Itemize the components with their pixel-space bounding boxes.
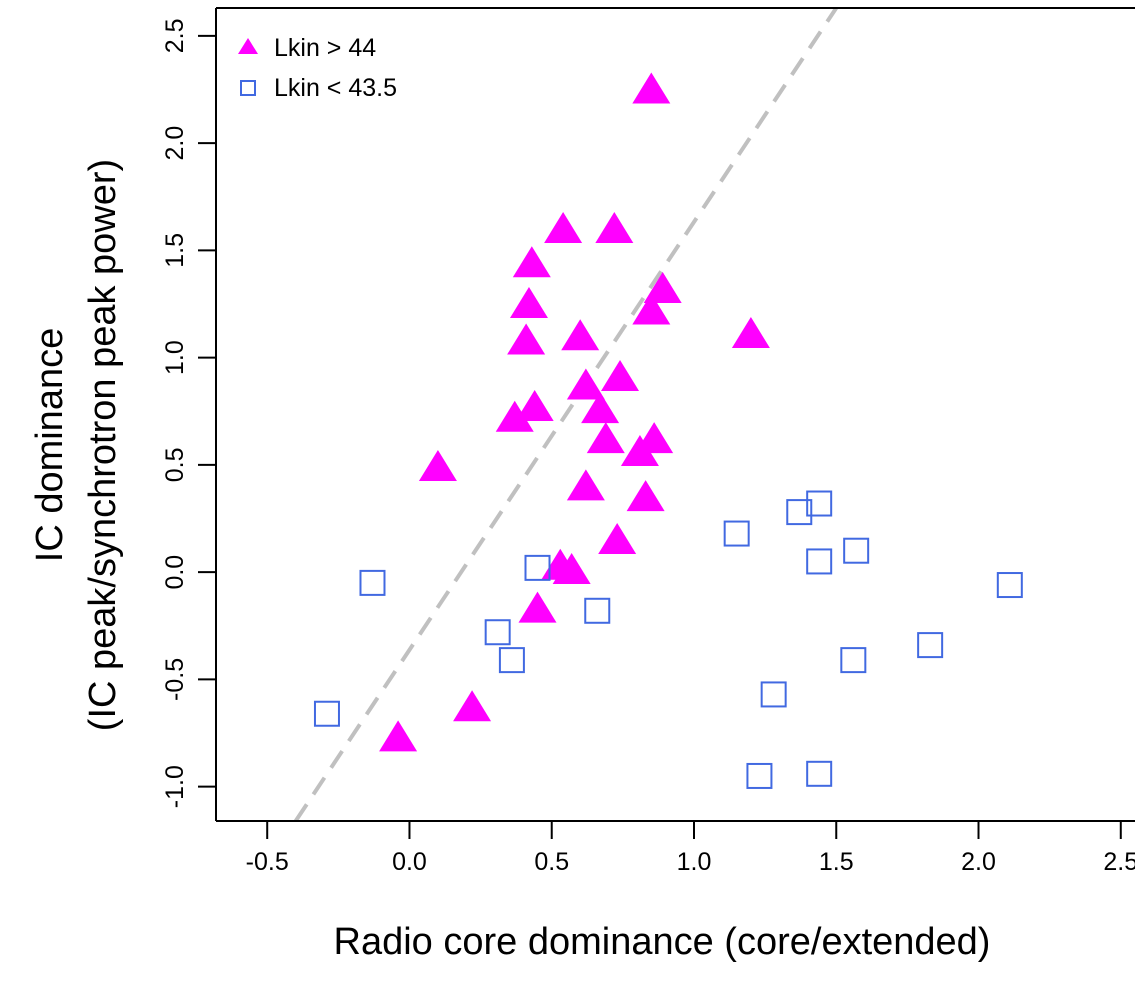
triangle-point	[561, 319, 600, 351]
series-2	[313, 490, 1023, 789]
square-point	[806, 548, 833, 575]
reference-dashed-line	[294, 8, 838, 821]
y-tick-label: 2.5	[161, 19, 189, 54]
triangle-point	[566, 368, 605, 400]
y-tick-label: 0.0	[161, 555, 189, 590]
triangle-point	[601, 359, 640, 391]
square-point	[917, 632, 944, 659]
series-1	[379, 72, 770, 752]
legend-square-marker	[240, 80, 256, 96]
square-point	[806, 490, 833, 517]
triangle-point	[626, 480, 665, 512]
x-tick-label: 0.5	[534, 848, 569, 876]
square-point	[840, 647, 867, 674]
data-points-layer	[313, 72, 1023, 789]
square-point	[760, 681, 787, 708]
triangle-point	[581, 392, 620, 424]
triangle-point	[509, 287, 548, 319]
triangle-point	[418, 450, 457, 482]
square-point	[359, 569, 386, 596]
y-tick-label: 0.5	[161, 448, 189, 483]
x-tick-label: 0.0	[392, 848, 427, 876]
y-tick-label: 1.5	[161, 233, 189, 268]
x-tick-label: 1.5	[819, 848, 854, 876]
x-tick-label: 1.0	[677, 848, 712, 876]
axes-layer	[215, 7, 1135, 822]
triangle-point	[518, 591, 557, 623]
triangle-point	[566, 469, 605, 501]
y-axis-title-line2: (IC peak/synchrotron peak power)	[82, 159, 124, 731]
triangle-point	[544, 211, 583, 243]
square-point	[806, 760, 833, 787]
triangle-point	[515, 389, 554, 421]
triangle-point	[632, 72, 671, 104]
y-axis-title-line1: IC dominance	[29, 328, 71, 562]
square-point	[746, 762, 773, 789]
triangle-point	[507, 323, 546, 355]
y-tick-label: -0.5	[161, 658, 189, 701]
legend-triangle-marker	[238, 38, 258, 54]
square-point	[484, 619, 511, 646]
triangle-point	[379, 720, 418, 752]
square-point	[524, 554, 551, 581]
square-point	[498, 647, 525, 674]
square-point	[843, 537, 870, 564]
triangle-point	[586, 422, 625, 454]
square-point	[723, 520, 750, 547]
legend-label: Lkin > 44	[274, 34, 376, 62]
square-point	[584, 597, 611, 624]
y-tick-label: 1.0	[161, 340, 189, 375]
triangle-point	[598, 522, 637, 554]
square-point	[996, 572, 1023, 599]
triangle-point	[495, 400, 534, 432]
legend-label: Lkin < 43.5	[274, 74, 397, 102]
x-axis-title: Radio core dominance (core/extended)	[334, 921, 991, 963]
x-axis: -0.5 0.0 0.5 1.0 1.5 2.0 2.5	[246, 820, 1135, 876]
x-tick-label: 2.5	[1103, 848, 1135, 876]
square-point	[313, 700, 340, 727]
triangle-point	[632, 293, 671, 325]
triangle-point	[595, 211, 634, 243]
triangle-point	[620, 435, 659, 467]
triangle-point	[643, 272, 682, 304]
reference-line-layer	[294, 8, 838, 821]
square-point	[786, 499, 813, 526]
x-tick-label: -0.5	[246, 848, 289, 876]
y-tick-label: -1.0	[161, 765, 189, 808]
x-tick-label: 2.0	[961, 848, 996, 876]
triangle-point	[453, 690, 492, 722]
y-axis: -1.0 -0.5 0.0 0.5 1.0 1.5 2.0 2.5	[161, 19, 217, 808]
triangle-point	[512, 246, 551, 278]
triangle-point	[552, 553, 591, 585]
legend: Lkin > 44 Lkin < 43.5	[238, 34, 397, 102]
y-tick-label: 2.0	[161, 126, 189, 161]
triangle-point	[731, 317, 770, 349]
